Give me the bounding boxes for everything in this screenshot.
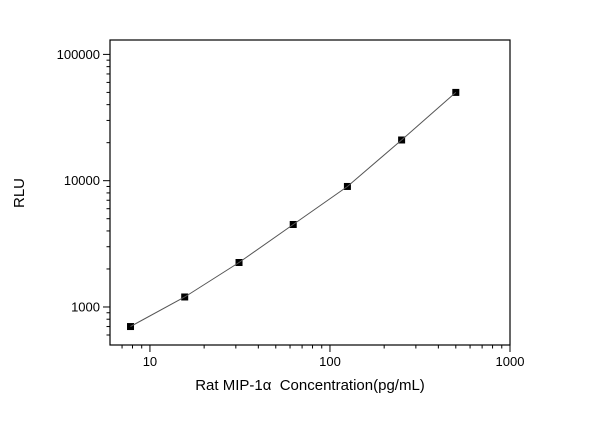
x-tick-label: 1000 — [496, 354, 525, 369]
y-tick-label: 10000 — [64, 173, 100, 188]
x-axis-title: Rat MIP-1α Concentration(pg/mL) — [195, 377, 425, 394]
x-tick-label: 10 — [143, 354, 157, 369]
x-tick-label: 100 — [319, 354, 341, 369]
data-line — [130, 92, 457, 327]
data-point — [127, 323, 135, 331]
y-tick-label: 100000 — [57, 47, 100, 62]
y-tick-label: 1000 — [71, 299, 100, 314]
y-axis-title: RLU — [11, 178, 28, 208]
plot-frame — [109, 39, 511, 346]
